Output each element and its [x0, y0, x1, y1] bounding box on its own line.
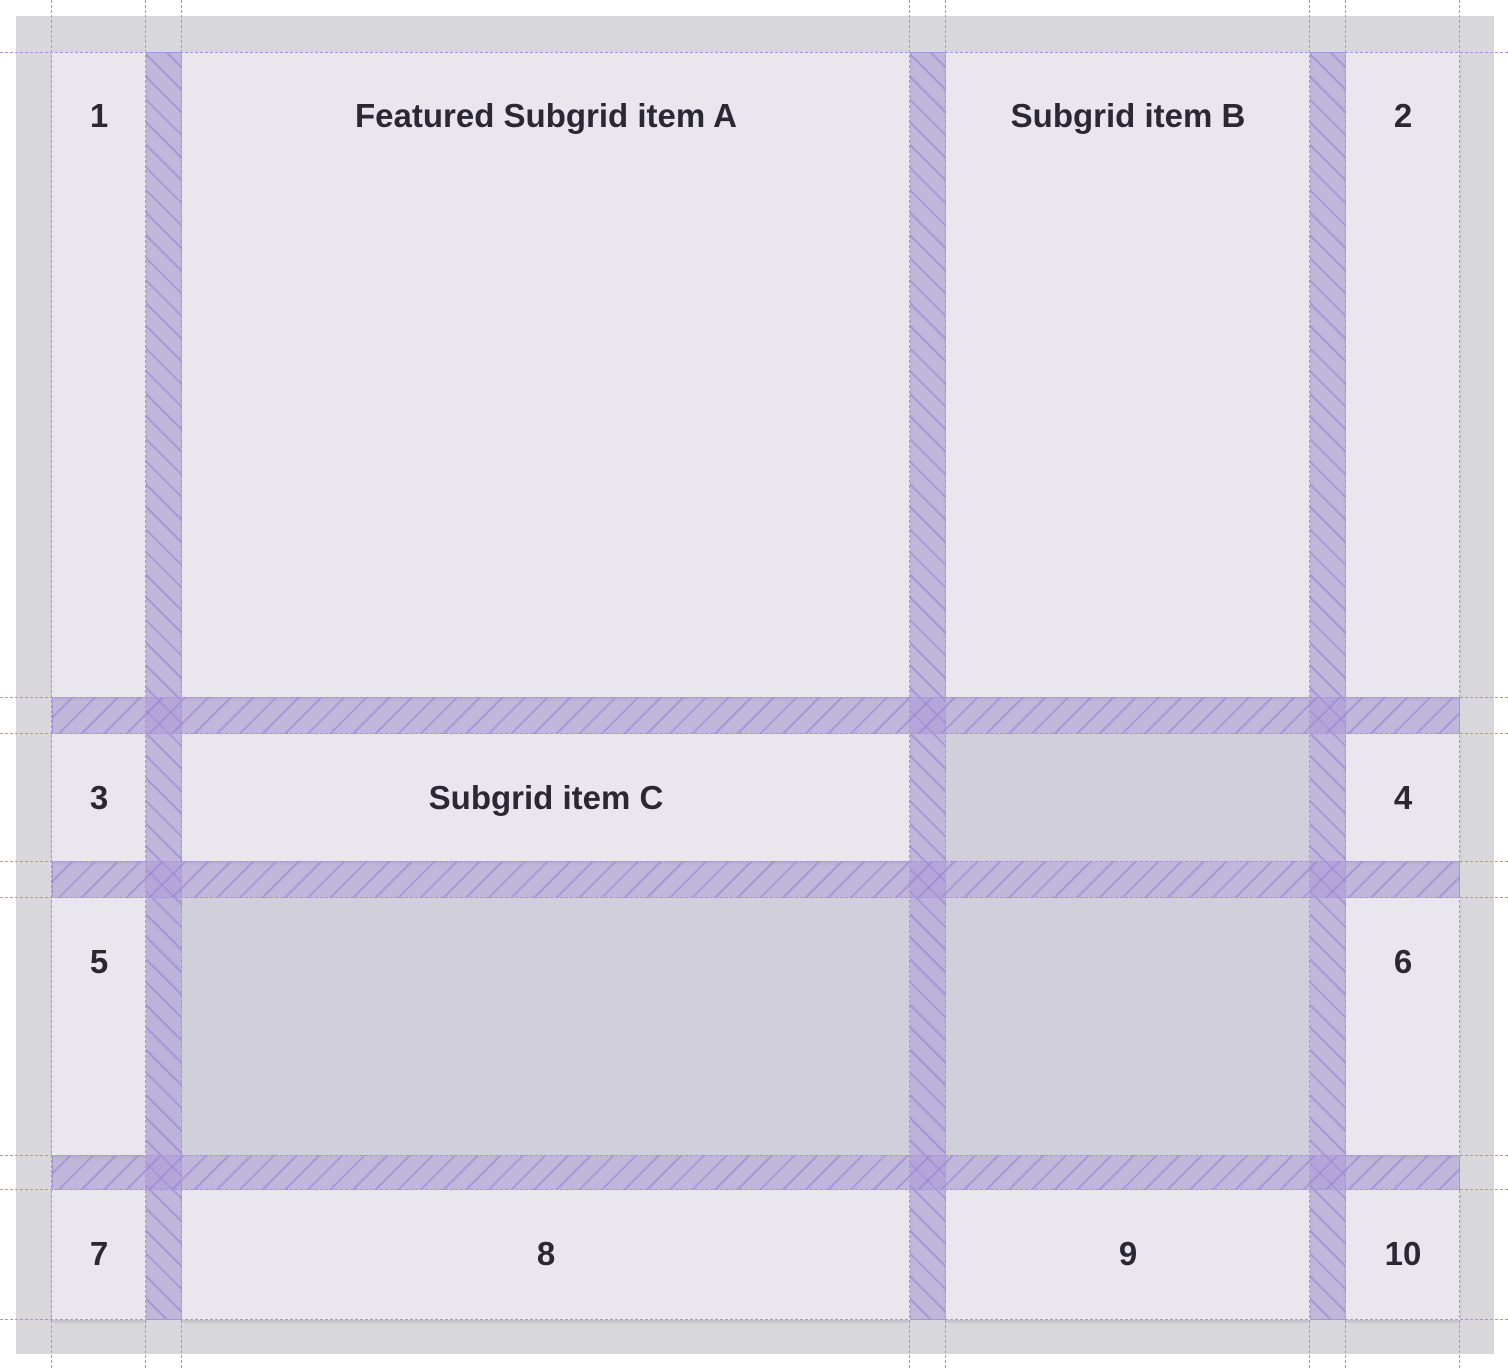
grid-item-4: 4: [1346, 734, 1460, 861]
column-gap: [910, 52, 946, 1320]
grid-line: [0, 861, 1508, 862]
grid-line: [945, 0, 946, 1368]
grid-line: [51, 0, 52, 1368]
row-gap: [52, 697, 1460, 734]
grid-line: [0, 52, 1508, 53]
grid-line: [0, 1189, 1508, 1190]
grid-line: [1459, 0, 1460, 1368]
grid-item-8: 8: [182, 1190, 910, 1320]
grid-line: [0, 697, 1508, 698]
column-gap: [146, 52, 182, 1320]
grid-item-5: 5: [52, 898, 146, 1155]
grid-item-2: 2: [1346, 52, 1460, 697]
grid-item-6: 6: [1346, 898, 1460, 1155]
subgrid-item-a: Featured Subgrid item A: [182, 52, 910, 697]
empty-subgrid-area: [146, 898, 1310, 1155]
column-gap: [1310, 52, 1346, 1320]
grid-item-1: 1: [52, 52, 146, 697]
grid-line: [181, 0, 182, 1368]
grid-line: [909, 0, 910, 1368]
grid-line: [1309, 0, 1310, 1368]
grid-line: [0, 733, 1508, 734]
grid-line: [0, 897, 1508, 898]
grid-item-3: 3: [52, 734, 146, 861]
empty-cell: [946, 734, 1310, 861]
grid-item-9: 9: [946, 1190, 1310, 1320]
grid-line: [0, 1319, 1508, 1320]
subgrid-item-c: Subgrid item C: [182, 734, 910, 861]
grid-item-7: 7: [52, 1190, 146, 1320]
subgrid-item-b: Subgrid item B: [946, 52, 1310, 697]
row-gap: [52, 1155, 1460, 1190]
grid-item-10: 10: [1346, 1190, 1460, 1320]
row-gap: [52, 861, 1460, 898]
grid-line: [0, 1155, 1508, 1156]
grid-line: [1345, 0, 1346, 1368]
grid-line: [145, 0, 146, 1368]
